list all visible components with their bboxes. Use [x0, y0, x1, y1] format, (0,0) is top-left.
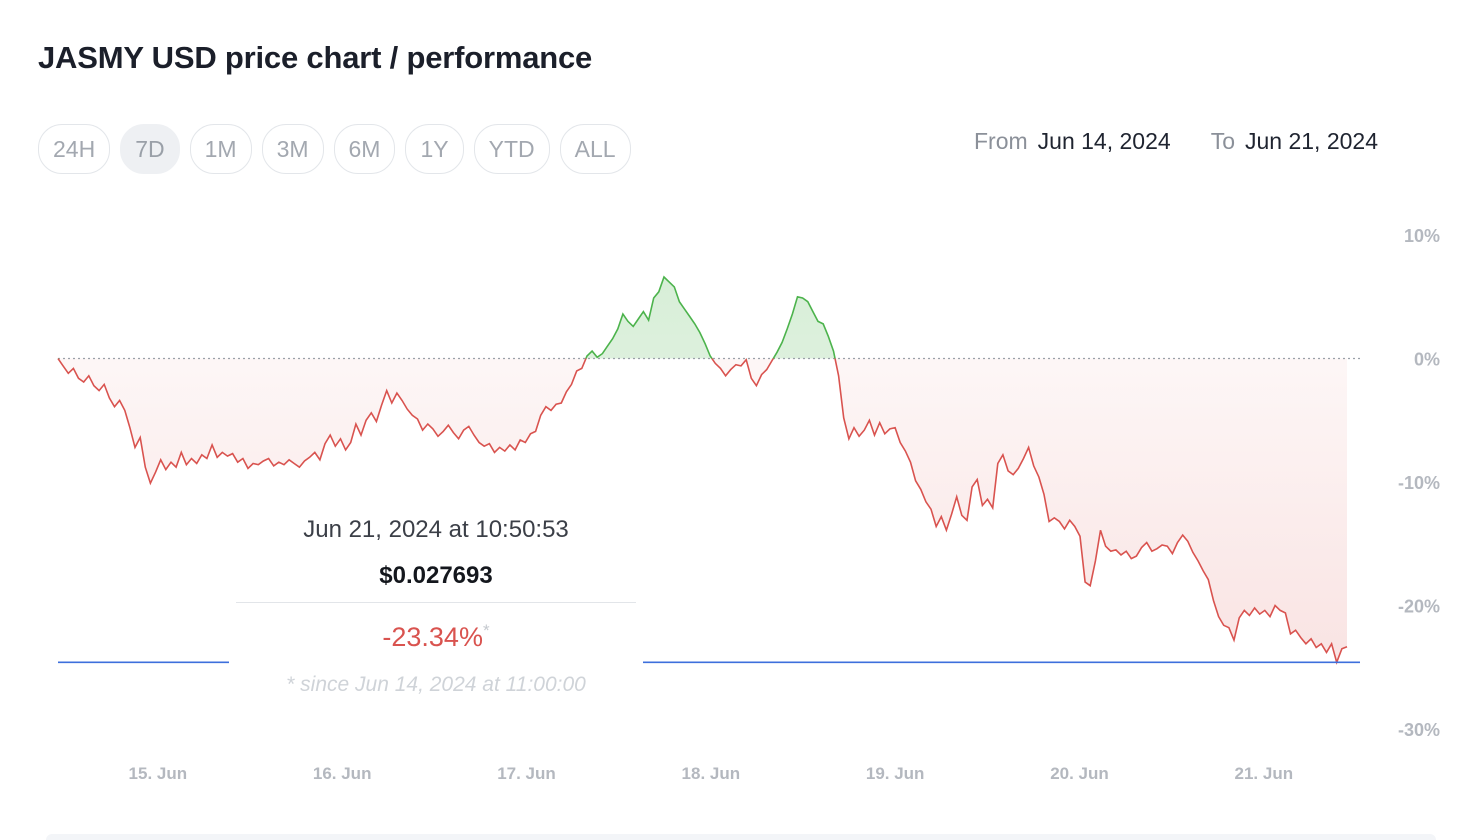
range-button-3m[interactable]: 3M — [261, 124, 324, 174]
negative-area-fill — [58, 358, 1347, 663]
from-value[interactable]: Jun 14, 2024 — [1037, 128, 1171, 154]
y-axis: 10% 0% -10% -20% -30% — [1398, 226, 1440, 740]
x-axis: 15. Jun 16. Jun 17. Jun 18. Jun 19. Jun 20. J… — [129, 764, 1294, 783]
tooltip-since-note: * since Jun 14, 2024 at 11:00:00 — [286, 673, 586, 696]
x-tick-label: 15. Jun — [129, 764, 188, 783]
x-tick-label: 17. Jun — [497, 764, 556, 783]
to-value[interactable]: Jun 21, 2024 — [1244, 128, 1378, 154]
price-line-positive — [58, 275, 836, 359]
date-range: From Jun 14, 2024 To Jun 21, 2024 — [974, 128, 1378, 155]
from-label: From — [974, 128, 1028, 154]
bottom-panel-edge — [46, 834, 1436, 840]
y-tick-label: -20% — [1398, 597, 1440, 617]
tooltip-change: -23.34%* — [229, 621, 643, 653]
range-button-1y[interactable]: 1Y — [405, 124, 464, 174]
tooltip-change-mark: * — [482, 621, 490, 640]
range-button-7d[interactable]: 7D — [120, 124, 180, 174]
time-range-selector: 24H 7D 1M 3M 6M 1Y YTD ALL — [38, 124, 631, 174]
y-tick-label: 0% — [1414, 350, 1440, 370]
to-label: To — [1210, 128, 1235, 154]
tooltip-date: Jun 21, 2024 at 10:50:53 — [303, 516, 569, 543]
range-button-6m[interactable]: 6M — [333, 124, 396, 174]
range-button-all[interactable]: ALL — [559, 124, 631, 174]
chart-title: JASMY USD price chart / performance — [38, 40, 593, 75]
y-tick-label: 10% — [1404, 226, 1440, 246]
from-date[interactable]: From Jun 14, 2024 — [974, 128, 1171, 155]
to-date[interactable]: To Jun 21, 2024 — [1211, 128, 1378, 155]
positive-area-fill — [58, 277, 1347, 359]
chart-tooltip: Jun 21, 2024 at 10:50:53 $0.027693 -23.3… — [229, 500, 643, 730]
x-tick-label: 21. Jun — [1235, 764, 1294, 783]
x-tick-label: 19. Jun — [866, 764, 925, 783]
range-button-24h[interactable]: 24H — [38, 124, 111, 174]
y-tick-label: -30% — [1398, 720, 1440, 740]
x-tick-label: 18. Jun — [682, 764, 741, 783]
x-tick-label: 20. Jun — [1050, 764, 1109, 783]
range-button-ytd[interactable]: YTD — [473, 124, 550, 174]
tooltip-price: $0.027693 — [379, 562, 493, 589]
y-tick-label: -10% — [1398, 473, 1440, 493]
tooltip-change-value: -23.34% — [382, 622, 483, 652]
tooltip-divider — [236, 602, 636, 603]
price-line-negative — [57, 358, 1348, 665]
range-button-1m[interactable]: 1M — [189, 124, 252, 174]
x-tick-label: 16. Jun — [313, 764, 372, 783]
